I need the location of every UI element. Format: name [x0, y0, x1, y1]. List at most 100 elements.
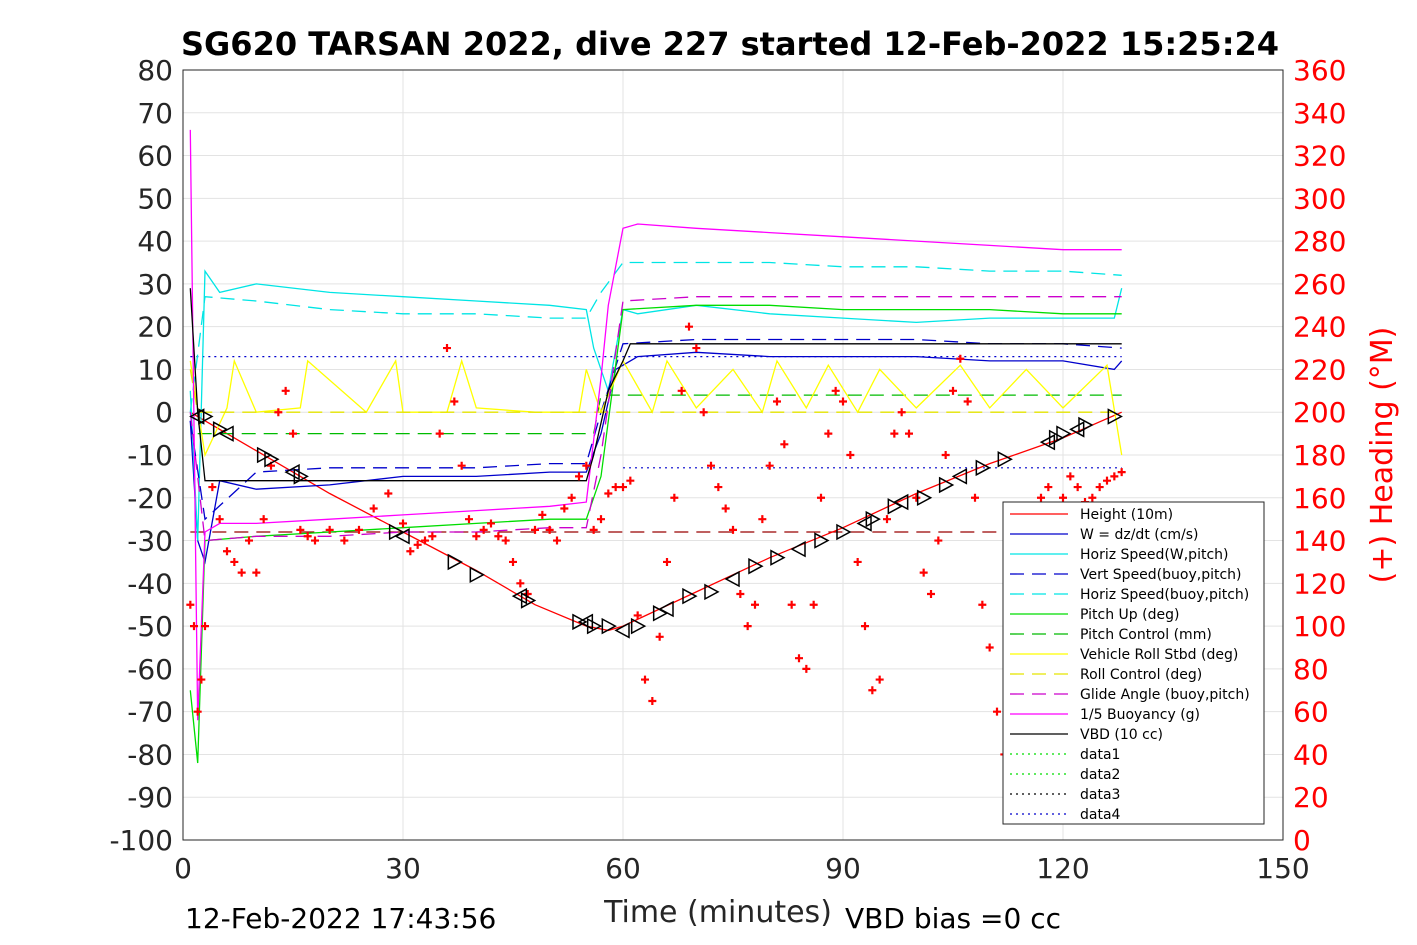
- legend-label: Height (10m): [1080, 507, 1173, 523]
- heading-point: [831, 386, 840, 395]
- vbd-marker: [658, 600, 674, 618]
- legend-label: data2: [1080, 767, 1120, 783]
- heading-point: [934, 536, 943, 545]
- vbd-marker: [893, 493, 909, 511]
- y-tick-label: 10: [137, 353, 173, 386]
- heading-point: [516, 579, 525, 588]
- x-axis-label: Time (minutes): [603, 895, 832, 930]
- y2-tick-label: 20: [1293, 781, 1329, 814]
- series-pitch-up-deg: [189, 304, 1122, 764]
- heading-point: [1095, 483, 1104, 492]
- vbd-marker: [198, 408, 214, 425]
- legend: Height (10m) W = dz/dt (cm/s) Horiz Speed(…: [1002, 501, 1265, 825]
- legend-label: data4: [1080, 807, 1121, 823]
- legend-label: VBD (10 cc): [1080, 727, 1163, 743]
- heading-point: [281, 386, 290, 395]
- legend-label: 1/5 Buoyancy (g): [1080, 707, 1200, 723]
- y2-tick-label: 140: [1293, 525, 1346, 558]
- vbd-marker: [814, 532, 830, 549]
- y2-tick-label: 60: [1293, 696, 1329, 729]
- y-tick-label: 30: [137, 268, 173, 301]
- heading-point: [582, 461, 591, 470]
- plot-frame: [182, 69, 1284, 841]
- heading-point: [223, 547, 231, 556]
- heading-point: [1103, 476, 1111, 485]
- heading-point: [567, 493, 576, 502]
- y2-tick-label: 180: [1293, 439, 1346, 472]
- y-tick-label: -30: [127, 525, 173, 558]
- heading-point: [443, 344, 451, 353]
- vbd-marker: [1107, 408, 1123, 425]
- heading-point: [325, 525, 334, 534]
- heading-point: [538, 510, 547, 519]
- heading-point: [487, 519, 495, 528]
- y2-tick-label: 0: [1293, 824, 1311, 857]
- heading-point: [450, 397, 459, 406]
- vbd-marker: [770, 549, 786, 566]
- vbd-marker: [630, 617, 647, 635]
- heading-point: [201, 622, 209, 631]
- footer-timestamp: 12-Feb-2022 17:43:56: [185, 902, 496, 935]
- vbd-marker: [264, 451, 280, 468]
- vbd-marker: [1078, 416, 1094, 434]
- y-tick-label: -10: [127, 439, 173, 472]
- heading-point: [197, 675, 206, 684]
- vbd-marker: [601, 617, 617, 635]
- heading-point: [743, 622, 752, 631]
- vbd-marker: [704, 583, 720, 601]
- vbd-marker: [293, 468, 309, 485]
- vbd-marker: [614, 622, 630, 639]
- y-tick-label: 60: [137, 140, 173, 173]
- heading-point: [399, 519, 407, 528]
- heading-point: [252, 568, 261, 577]
- heading-point: [773, 397, 781, 406]
- x-tick-label: 60: [605, 852, 641, 885]
- axis-ticks: 0 30 60 90 120 15080706050403020100-10-20-30-…: [109, 54, 1346, 885]
- vbd-marker: [938, 476, 955, 494]
- heading-point: [839, 397, 847, 406]
- heading-point: [626, 476, 635, 485]
- heading-point: [1059, 493, 1067, 502]
- heading-point: [941, 451, 950, 459]
- heading-point: [633, 611, 642, 620]
- heading-point: [758, 515, 767, 524]
- x-tick-label: 90: [825, 852, 861, 885]
- heading-point: [1073, 483, 1082, 492]
- y2-tick-label: 220: [1293, 353, 1346, 386]
- heading-point: [802, 664, 811, 673]
- heading-point: [193, 707, 202, 716]
- y-tick-label: -70: [127, 696, 173, 729]
- heading-point: [971, 493, 979, 502]
- legend-label: Pitch Control (mm): [1080, 627, 1212, 643]
- y2-axis-label: (+) Heading (°M): [1365, 327, 1400, 584]
- heading-point: [787, 600, 796, 609]
- heading-point: [340, 536, 349, 545]
- heading-point: [707, 461, 715, 470]
- heading-point: [817, 493, 825, 502]
- x-tick-label: 120: [1036, 852, 1089, 885]
- heading-point: [597, 515, 605, 524]
- heading-point: [435, 429, 444, 438]
- heading-point: [501, 536, 510, 545]
- heading-point: [721, 504, 730, 513]
- y2-tick-label: 160: [1293, 482, 1346, 515]
- heading-point: [641, 675, 649, 684]
- heading-point: [428, 532, 437, 541]
- heading-point: [190, 622, 198, 631]
- legend-label: Pitch Up (deg): [1080, 607, 1179, 623]
- heading-point: [311, 536, 319, 545]
- series-layer: [189, 129, 1123, 764]
- heading-point: [1088, 493, 1097, 502]
- y-tick-label: -90: [127, 781, 173, 814]
- heading-point: [384, 489, 393, 498]
- heading-point: [303, 532, 312, 541]
- y2-tick-label: 320: [1293, 140, 1346, 173]
- legend-box: [1002, 501, 1265, 825]
- y2-tick-label: 80: [1293, 653, 1329, 686]
- heading-point: [421, 536, 429, 545]
- series-roll-control-deg: [189, 369, 1122, 413]
- y-tick-label: 0: [155, 396, 173, 429]
- heading-point: [274, 408, 283, 417]
- legend-label: Vehicle Roll Stbd (deg): [1080, 647, 1238, 663]
